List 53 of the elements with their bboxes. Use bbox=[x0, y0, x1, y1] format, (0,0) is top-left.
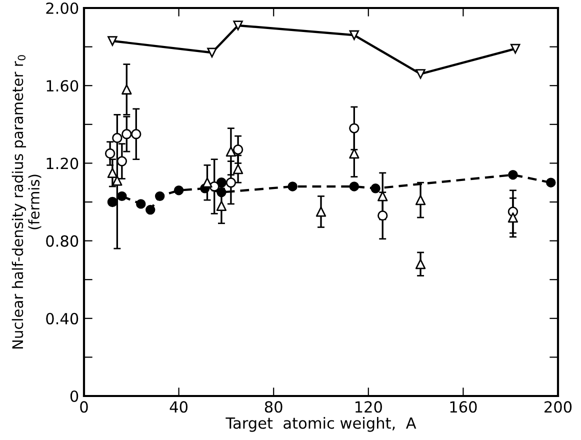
text: Nuclear half-density radius parameter r$_{0}$ (fermis) bbox=[12, 55, 42, 349]
point bbox=[207, 48, 217, 58]
point bbox=[122, 129, 132, 140]
point bbox=[146, 204, 156, 215]
point bbox=[349, 30, 360, 40]
point bbox=[510, 44, 520, 54]
y-tick-label: 0 bbox=[70, 390, 78, 402]
y-tick-label: 0.80 bbox=[46, 235, 78, 247]
point bbox=[378, 210, 388, 221]
point bbox=[288, 182, 298, 192]
x-tick-label: 0 bbox=[80, 401, 88, 413]
point bbox=[232, 144, 244, 155]
point bbox=[416, 69, 426, 79]
point bbox=[122, 84, 132, 95]
point bbox=[104, 148, 116, 159]
x-tick-label: 120 bbox=[355, 401, 382, 413]
point bbox=[112, 176, 122, 186]
x-tick-label: 80 bbox=[264, 401, 282, 413]
point bbox=[226, 146, 236, 157]
point bbox=[117, 191, 127, 202]
point bbox=[378, 191, 388, 202]
point bbox=[174, 186, 184, 196]
point bbox=[546, 178, 556, 188]
point bbox=[508, 170, 518, 180]
y-tick-label: 1.20 bbox=[46, 158, 78, 170]
x-axis-title: Target atomic weight, A bbox=[226, 417, 416, 432]
point bbox=[107, 168, 118, 178]
point bbox=[202, 178, 212, 188]
point bbox=[131, 129, 142, 140]
point bbox=[116, 156, 128, 166]
point bbox=[216, 200, 227, 211]
x-tick-label: 160 bbox=[450, 401, 477, 413]
y-tick-label: 2.00 bbox=[46, 2, 78, 14]
y-tick-label: 0.40 bbox=[46, 312, 78, 324]
point bbox=[209, 181, 220, 192]
point bbox=[216, 187, 226, 198]
point bbox=[226, 178, 236, 188]
x-tick-label: 40 bbox=[170, 401, 188, 413]
point bbox=[316, 206, 326, 217]
point bbox=[112, 132, 122, 144]
y-tick-label: 1.60 bbox=[46, 80, 78, 92]
point bbox=[349, 182, 360, 192]
point bbox=[508, 212, 518, 223]
point bbox=[108, 36, 118, 46]
point bbox=[370, 184, 380, 194]
point bbox=[349, 123, 360, 134]
point bbox=[107, 196, 118, 208]
point bbox=[233, 20, 243, 30]
point bbox=[136, 199, 146, 209]
point bbox=[154, 191, 165, 202]
point bbox=[415, 258, 426, 270]
x-tick-label: 200 bbox=[544, 401, 572, 413]
point bbox=[415, 194, 426, 206]
